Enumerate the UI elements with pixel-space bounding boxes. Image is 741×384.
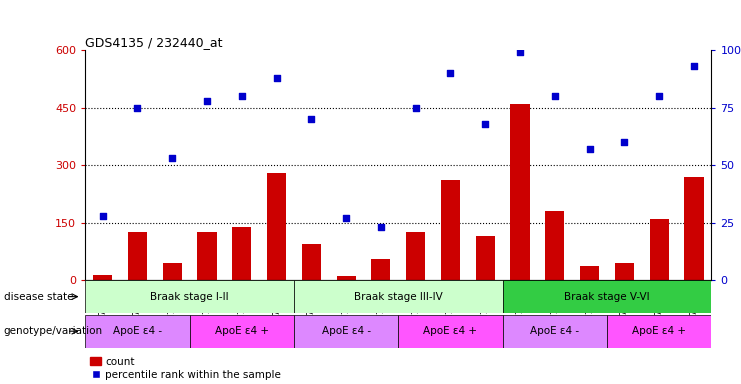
Bar — [502, 315, 607, 348]
Bar — [650, 219, 668, 280]
Text: ApoE ε4 +: ApoE ε4 + — [215, 326, 269, 336]
Bar — [85, 315, 190, 348]
Bar — [85, 280, 294, 313]
Point — [688, 63, 700, 69]
Text: ApoE ε4 -: ApoE ε4 - — [113, 326, 162, 336]
Bar — [399, 315, 502, 348]
Bar — [294, 315, 398, 348]
Text: ApoE ε4 -: ApoE ε4 - — [531, 326, 579, 336]
Point — [584, 146, 596, 152]
Text: ApoE ε4 +: ApoE ε4 + — [423, 326, 477, 336]
Point — [410, 104, 422, 111]
Legend: count, percentile rank within the sample: count, percentile rank within the sample — [90, 357, 281, 380]
Bar — [93, 275, 112, 280]
Point — [166, 155, 178, 161]
Bar — [685, 177, 703, 280]
Bar — [294, 280, 502, 313]
Text: GDS4135 / 232440_at: GDS4135 / 232440_at — [85, 36, 223, 49]
Bar — [545, 211, 565, 280]
Text: disease state: disease state — [4, 291, 73, 302]
Point — [201, 98, 213, 104]
Point — [340, 215, 352, 221]
Bar — [615, 263, 634, 280]
Bar — [476, 236, 495, 280]
Bar — [441, 180, 460, 280]
Point — [479, 121, 491, 127]
Bar — [197, 232, 216, 280]
Bar — [511, 104, 530, 280]
Point — [654, 93, 665, 99]
Point — [514, 49, 526, 55]
Point — [549, 93, 561, 99]
Point — [236, 93, 247, 99]
Point — [445, 70, 456, 76]
Point — [131, 104, 143, 111]
Bar — [232, 227, 251, 280]
Point — [270, 74, 282, 81]
Bar — [406, 232, 425, 280]
Text: ApoE ε4 -: ApoE ε4 - — [322, 326, 370, 336]
Text: genotype/variation: genotype/variation — [4, 326, 103, 336]
Bar — [128, 232, 147, 280]
Bar — [502, 280, 711, 313]
Text: Braak stage III-IV: Braak stage III-IV — [354, 291, 442, 302]
Bar — [336, 276, 356, 280]
Point — [96, 213, 108, 219]
Bar — [162, 263, 182, 280]
Point — [375, 224, 387, 230]
Bar — [580, 266, 599, 280]
Bar — [190, 315, 294, 348]
Text: ApoE ε4 +: ApoE ε4 + — [632, 326, 686, 336]
Text: Braak stage I-II: Braak stage I-II — [150, 291, 229, 302]
Text: Braak stage V-VI: Braak stage V-VI — [564, 291, 650, 302]
Bar — [607, 315, 711, 348]
Bar — [371, 259, 391, 280]
Point — [305, 116, 317, 122]
Bar — [302, 244, 321, 280]
Point — [619, 139, 631, 145]
Bar — [267, 173, 286, 280]
